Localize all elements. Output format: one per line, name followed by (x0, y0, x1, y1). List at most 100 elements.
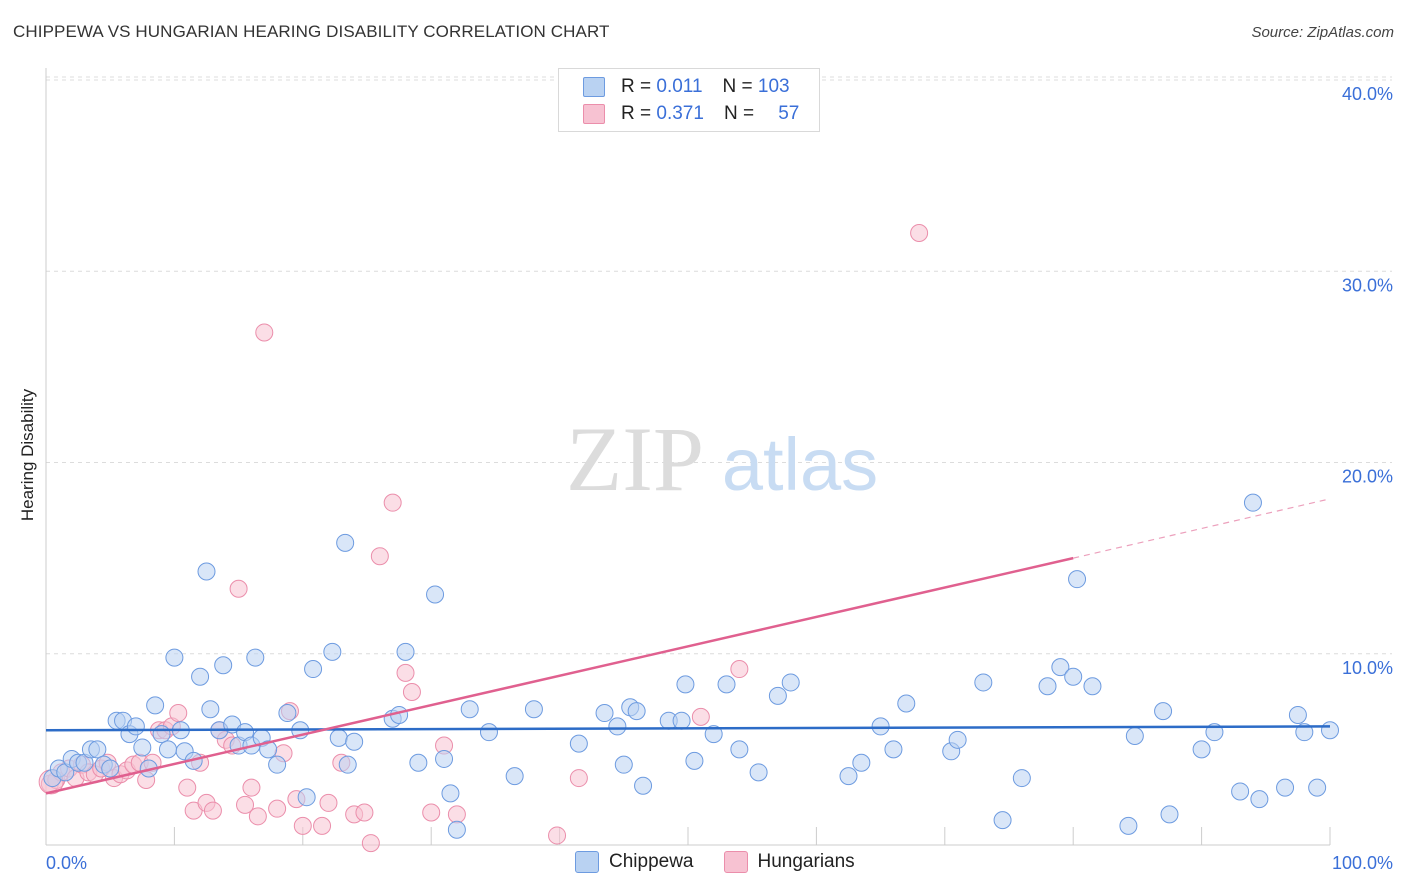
chippewa-point (1231, 782, 1250, 801)
chippewa-point (426, 585, 445, 604)
chippewa-point (278, 704, 297, 723)
chippewa-point (165, 648, 184, 667)
n-label: N = (722, 76, 753, 97)
hungarians-point (569, 769, 588, 788)
hungarians-point (313, 816, 332, 835)
chippewa-point (993, 811, 1012, 830)
chippewa-point (1038, 677, 1057, 696)
chippewa-point (126, 717, 145, 736)
chippewa-point (781, 673, 800, 692)
chippewa-point (676, 675, 695, 694)
hungarians-point (293, 816, 312, 835)
chippewa-point (304, 660, 323, 679)
hungarians-point (447, 805, 466, 824)
chippewa-point (409, 753, 428, 772)
watermark: ZIP atlas (566, 408, 878, 510)
x-tick-label: 0.0% (46, 853, 87, 873)
hungarians-point (178, 778, 197, 797)
y-tick-label: 10.0% (1342, 658, 1393, 678)
hungarians-point (910, 224, 929, 242)
hungarians-point (203, 801, 222, 820)
legend-item-hungarians[interactable]: Hungarians (723, 851, 855, 873)
hungarians-swatch (583, 104, 605, 124)
n-value: 57 (778, 103, 800, 124)
r-value: 0.371 (656, 103, 704, 124)
hungarians-point (396, 663, 415, 682)
y-tick-label: 40.0% (1342, 84, 1393, 104)
hungarians-legend-swatch (723, 851, 748, 873)
hungarians-point (383, 493, 402, 512)
hungarians-point (255, 323, 274, 342)
chippewa-point (336, 533, 355, 552)
chippewa-point (672, 711, 691, 730)
hungarians-point (361, 834, 380, 853)
x-tick-label: 100.0% (1332, 853, 1393, 873)
hungarians-trend-extension (1073, 498, 1331, 559)
hungarians-point (268, 799, 287, 818)
chippewa-point (595, 704, 614, 723)
chippewa-point (152, 725, 171, 744)
hungarians-point (242, 778, 261, 797)
hungarians-point (355, 803, 374, 822)
source-label: Source: ZipAtlas.com (1251, 24, 1394, 41)
chippewa-point (1068, 570, 1087, 589)
chippewa-point (345, 732, 364, 751)
chippewa-swatch (583, 77, 605, 97)
chippewa-point (297, 788, 316, 807)
chippewa-point (246, 648, 265, 667)
chippewa-point (329, 728, 348, 747)
trend-lines (45, 498, 1331, 795)
chippewa-point (948, 730, 967, 749)
chippewa-point (201, 700, 220, 719)
hungarians-point (370, 547, 389, 566)
chippewa-trend-line (45, 725, 1331, 732)
chippewa-point (1064, 667, 1083, 686)
hungarians-point (691, 707, 710, 726)
chippewa-point (1083, 677, 1102, 696)
hungarians-point (548, 826, 567, 845)
grid-lines (46, 76, 1392, 655)
chippewa-point (704, 725, 723, 744)
chippewa-point (1295, 723, 1314, 742)
chippewa-point (1288, 705, 1307, 724)
chippewa-point (133, 738, 152, 757)
hungarians-point (236, 795, 255, 814)
chippewa-point (871, 717, 890, 736)
chippewa-point (1321, 721, 1339, 740)
chippewa-point (197, 562, 216, 581)
chippewa-point (1192, 740, 1211, 759)
r-label: R = (621, 103, 652, 124)
chippewa-point (685, 751, 704, 770)
hungarians-point (169, 704, 188, 723)
chart-title: CHIPPEWA VS HUNGARIAN HEARING DISABILITY… (13, 22, 610, 41)
legend-row-hungarians: R = 0.371 N = 57 (583, 103, 799, 125)
chippewa-point (268, 755, 287, 774)
watermark-atlas: atlas (722, 423, 878, 506)
legend-label: Chippewa (609, 851, 694, 872)
hungarians-point (402, 683, 421, 701)
chippewa-point (884, 740, 903, 759)
chippewa-point (323, 642, 342, 661)
chippewa-point (505, 767, 524, 786)
y-tick-label: 30.0% (1342, 275, 1393, 295)
legend-item-chippewa[interactable]: Chippewa (575, 851, 694, 873)
hungarians-point (229, 579, 248, 598)
chippewa-point (897, 694, 916, 713)
chippewa-point (1125, 726, 1144, 745)
legend-row-chippewa: R = 0.011 N = 103 (583, 76, 790, 98)
chippewa-point (768, 686, 787, 705)
chippewa-point (1308, 778, 1327, 797)
n-value: 103 (757, 76, 790, 97)
n-label: N = (723, 103, 755, 124)
r-label: R = (621, 76, 652, 97)
series-legend: Chippewa Hungarians (575, 851, 885, 873)
chippewa-point (88, 740, 107, 759)
chippewa-point (569, 734, 588, 753)
hungarians-point (730, 660, 749, 679)
hungarians-point (422, 803, 441, 822)
chippewa-legend-swatch (575, 851, 599, 873)
chippewa-point (396, 642, 415, 661)
chippewa-point (1160, 805, 1179, 824)
tick-labels: 10.0% 20.0% 30.0% 40.0% 0.0% 100.0% (46, 84, 1393, 873)
